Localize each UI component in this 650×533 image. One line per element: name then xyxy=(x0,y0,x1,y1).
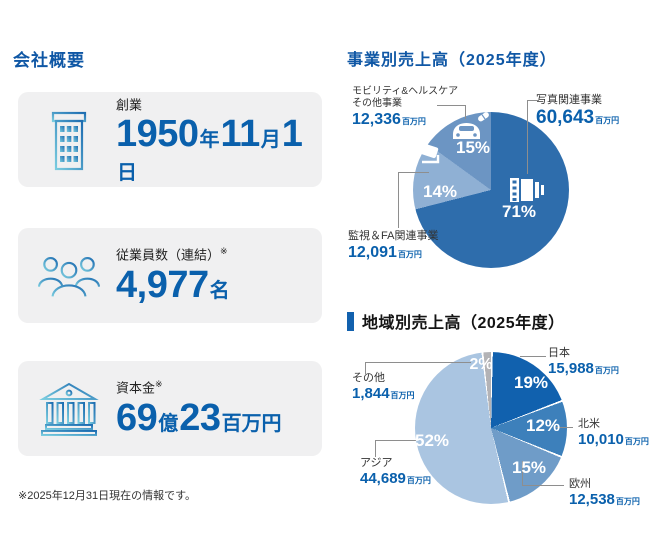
pct-japan: 19% xyxy=(513,373,549,392)
pct-mobility-business: 15% xyxy=(455,138,491,157)
north-america-callout: 北米 10,010百万円 xyxy=(578,418,649,451)
europe-callout-label: 欧州 xyxy=(569,478,591,490)
europe-value: 12,538 xyxy=(569,491,615,508)
europe-callout-value: 12,538百万円 xyxy=(569,491,640,511)
asia-callout: アジア 44,689百万円 xyxy=(360,457,431,490)
photo-callout-value: 60,643百万円 xyxy=(536,107,619,132)
japan-value: 15,988 xyxy=(548,360,594,377)
capital-value: 69億23百万円 xyxy=(116,396,282,439)
leader-line xyxy=(520,356,546,357)
photo-value: 60,643 xyxy=(536,107,595,128)
mobility-value-unit: 百万円 xyxy=(401,117,426,126)
north-america-callout-value: 10,010百万円 xyxy=(578,431,649,451)
capital-label-text: 資本金 xyxy=(116,380,156,396)
mobility-callout-label: モビリティ&ヘルスケア その他事業 xyxy=(352,86,459,109)
company-overview-title: 会社概要 xyxy=(13,51,85,70)
leader-line xyxy=(398,172,429,173)
surveillance-callout-label: 監視＆FA関連事業 xyxy=(348,230,439,242)
pct-asia: 52% xyxy=(414,431,450,450)
car-health-icon xyxy=(453,112,489,139)
europe-callout: 欧州 12,538百万円 xyxy=(569,478,640,511)
others-value: 1,844 xyxy=(352,385,390,402)
others-callout: その他 1,844百万円 xyxy=(352,372,415,405)
photo-callout: 写真関連事業 60,643百万円 xyxy=(536,94,619,132)
founded-card-body: 創業 1950年11月1日 xyxy=(116,94,322,185)
employees-value: 4,977名 xyxy=(116,263,230,306)
leader-line xyxy=(522,485,564,486)
building-icon xyxy=(38,107,100,173)
asia-value-unit: 百万円 xyxy=(406,476,431,485)
people-icon xyxy=(38,243,100,309)
capital-card-body: 資本金※ 69億23百万円 xyxy=(116,377,283,439)
japan-callout-value: 15,988百万円 xyxy=(548,360,619,380)
north-america-callout-label: 北米 xyxy=(578,418,600,430)
founded-card: 創業 1950年11月1日 xyxy=(18,92,322,187)
leader-line xyxy=(527,100,539,101)
mobility-value: 12,336 xyxy=(352,111,401,128)
leader-line xyxy=(522,461,523,486)
founded-value: 1950年11月1日 xyxy=(116,113,303,185)
leader-line xyxy=(465,105,466,119)
pct-surveillance-business: 14% xyxy=(422,182,458,201)
surveillance-callout-value: 12,091百万円 xyxy=(348,243,438,265)
leader-line xyxy=(556,427,573,428)
photo-value-unit: 百万円 xyxy=(595,116,620,125)
pct-photo-business: 71% xyxy=(501,202,537,221)
title-accent-bar xyxy=(347,311,354,331)
surveillance-value: 12,091 xyxy=(348,244,397,261)
leader-line xyxy=(437,105,466,106)
surveillance-callout: 監視＆FA関連事業 12,091百万円 xyxy=(348,230,438,265)
leader-line xyxy=(365,362,366,374)
leader-line xyxy=(375,440,376,457)
regional-sales-pie xyxy=(415,352,567,504)
employees-label: 従業員数（連結）※ xyxy=(116,244,231,262)
founded-label-text: 創業 xyxy=(116,97,143,113)
others-callout-value: 1,844百万円 xyxy=(352,385,415,405)
regional-sales-title-row: 地域別売上高（2025年度） xyxy=(347,309,565,333)
surveillance-value-unit: 百万円 xyxy=(397,250,422,259)
north-america-value: 10,010 xyxy=(578,431,624,448)
bank-icon xyxy=(38,376,100,442)
mobility-callout-value: 12,336百万円 xyxy=(352,110,458,132)
footnote: ※2025年12月31日現在の情報です。 xyxy=(18,490,197,502)
cctv-camera-icon xyxy=(409,143,440,164)
others-callout-label: その他 xyxy=(352,372,385,384)
japan-callout-label: 日本 xyxy=(548,347,570,359)
north-america-value-unit: 百万円 xyxy=(624,437,649,446)
business-sales-title: 事業別売上高（2025年度） xyxy=(347,52,557,69)
photo-callout-label: 写真関連事業 xyxy=(536,94,602,106)
employees-label-note: ※ xyxy=(220,246,228,257)
europe-value-unit: 百万円 xyxy=(615,497,640,506)
capital-label-note: ※ xyxy=(155,379,163,390)
camera-lens-icon xyxy=(510,178,544,202)
employees-card: 従業員数（連結）※ 4,977名 xyxy=(18,228,322,323)
capital-card: 資本金※ 69億23百万円 xyxy=(18,361,322,456)
asia-callout-value: 44,689百万円 xyxy=(360,470,431,490)
asia-value: 44,689 xyxy=(360,470,406,487)
leader-line xyxy=(365,362,471,363)
regional-sales-title: 地域別売上高（2025年度） xyxy=(362,315,565,332)
pct-europe: 15% xyxy=(511,458,547,477)
leader-line xyxy=(398,172,399,228)
pct-north-america: 12% xyxy=(525,416,561,435)
others-value-unit: 百万円 xyxy=(390,391,415,400)
capital-label: 資本金※ xyxy=(116,377,283,395)
japan-value-unit: 百万円 xyxy=(594,366,619,375)
founded-label: 創業 xyxy=(116,94,322,112)
leader-line xyxy=(527,100,528,174)
pct-others: 2% xyxy=(469,356,493,373)
japan-callout: 日本 15,988百万円 xyxy=(548,347,619,380)
leader-line xyxy=(375,440,416,441)
employees-card-body: 従業員数（連結）※ 4,977名 xyxy=(116,244,231,306)
mobility-callout: モビリティ&ヘルスケア その他事業 12,336百万円 xyxy=(352,86,458,132)
employees-label-text: 従業員数（連結） xyxy=(116,247,221,263)
asia-callout-label: アジア xyxy=(360,457,393,469)
